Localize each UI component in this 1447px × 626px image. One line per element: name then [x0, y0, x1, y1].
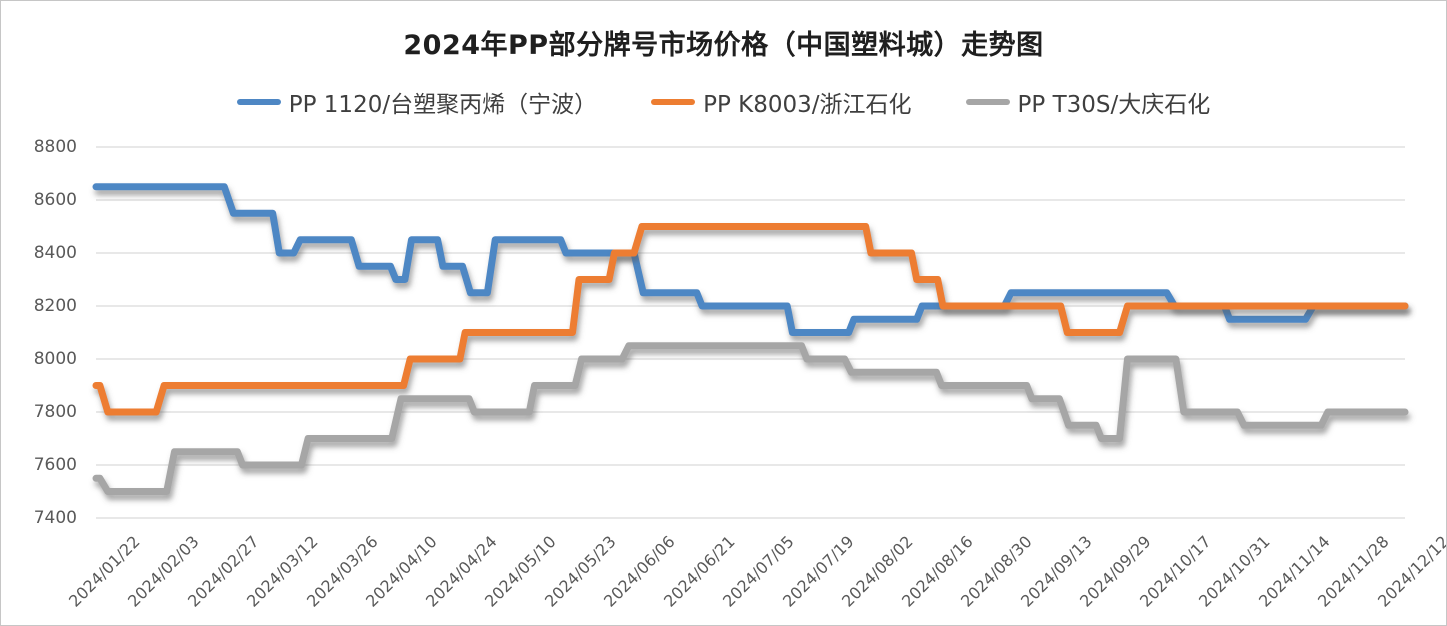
y-axis-label: 7400	[33, 508, 77, 528]
y-axis-label: 8200	[33, 296, 77, 316]
y-axis-label: 8800	[33, 137, 77, 157]
legend-item-0: PP 1120/台塑聚丙烯（宁波）	[236, 85, 598, 119]
legend-label: PP 1120/台塑聚丙烯（宁波）	[288, 92, 598, 118]
series-line-2	[92, 342, 1409, 495]
y-axis-label: 7600	[33, 455, 77, 475]
legend-line-marker-icon	[965, 99, 1010, 105]
series-line-0	[92, 183, 1409, 336]
series-lines	[92, 183, 1409, 495]
y-axis-label: 8000	[33, 349, 77, 369]
y-axis-label: 8600	[33, 190, 77, 210]
legend: PP 1120/台塑聚丙烯（宁波） PP K8003/浙江石化 PP T30S/大庆…	[1, 85, 1446, 119]
y-axis-label: 7800	[33, 402, 77, 422]
chart-title: 2024年PP部分牌号市场价格（中国塑料城）走势图	[403, 30, 1044, 61]
legend-item-1: PP K8003/浙江石化	[651, 85, 912, 119]
legend-item-2: PP T30S/大庆石化	[965, 85, 1211, 119]
legend-label: PP T30S/大庆石化	[1017, 92, 1211, 118]
legend-line-marker-icon	[236, 99, 281, 105]
gridlines	[96, 146, 1405, 519]
series-line-1	[92, 223, 1409, 416]
legend-line-marker-icon	[651, 99, 696, 105]
legend-label: PP K8003/浙江石化	[703, 92, 912, 118]
y-axis-label: 8400	[33, 243, 77, 263]
